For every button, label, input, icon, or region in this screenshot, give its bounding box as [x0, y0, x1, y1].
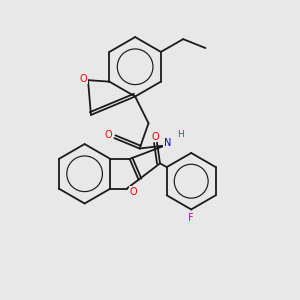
Text: H: H — [177, 130, 184, 139]
Text: O: O — [129, 187, 137, 197]
Text: O: O — [152, 132, 159, 142]
Text: O: O — [80, 74, 87, 84]
Text: N: N — [164, 138, 172, 148]
Text: O: O — [105, 130, 112, 140]
Text: F: F — [188, 213, 194, 223]
